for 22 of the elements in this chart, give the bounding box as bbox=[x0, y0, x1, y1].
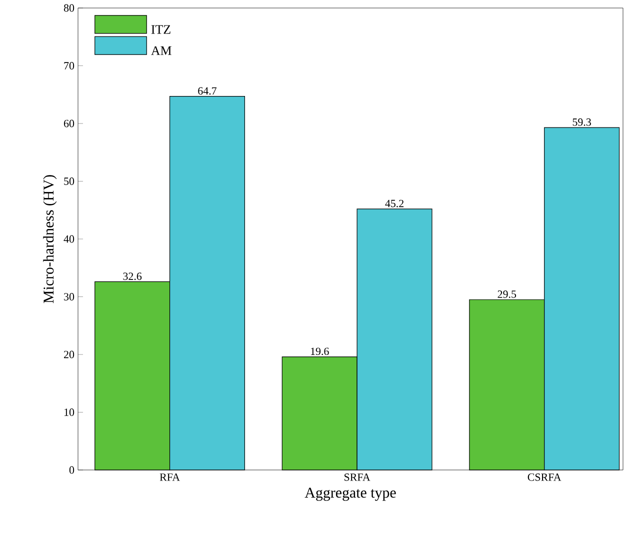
data-label: 29.5 bbox=[498, 290, 516, 298]
y-tick-label: 70 bbox=[64, 62, 74, 70]
x-tick-label: CSRFA bbox=[528, 474, 562, 481]
y-tick-label: 30 bbox=[64, 293, 74, 300]
legend-label: AM bbox=[151, 46, 172, 55]
y-tick-label: 40 bbox=[64, 235, 74, 243]
data-label: 64.7 bbox=[198, 87, 216, 95]
data-label: 19.6 bbox=[310, 348, 329, 356]
y-tick-label: 10 bbox=[64, 408, 74, 416]
data-label: 45.2 bbox=[385, 200, 404, 208]
y-tick-label: 80 bbox=[64, 4, 74, 12]
data-label: 59.3 bbox=[572, 118, 591, 126]
x-tick-label: SRFA bbox=[344, 474, 370, 481]
y-axis-title: Micro-hardness (HV) bbox=[43, 175, 57, 304]
y-tick-label: 50 bbox=[64, 178, 74, 185]
y-tick-label: 60 bbox=[64, 120, 74, 128]
x-axis-title: Aggregate type bbox=[304, 488, 396, 501]
x-tick-label: RFA bbox=[160, 474, 180, 481]
y-tick-label: 20 bbox=[64, 350, 74, 358]
data-label: 32.6 bbox=[123, 272, 142, 280]
legend-label: ITZ bbox=[151, 25, 170, 34]
y-tick-label: 0 bbox=[69, 466, 74, 474]
